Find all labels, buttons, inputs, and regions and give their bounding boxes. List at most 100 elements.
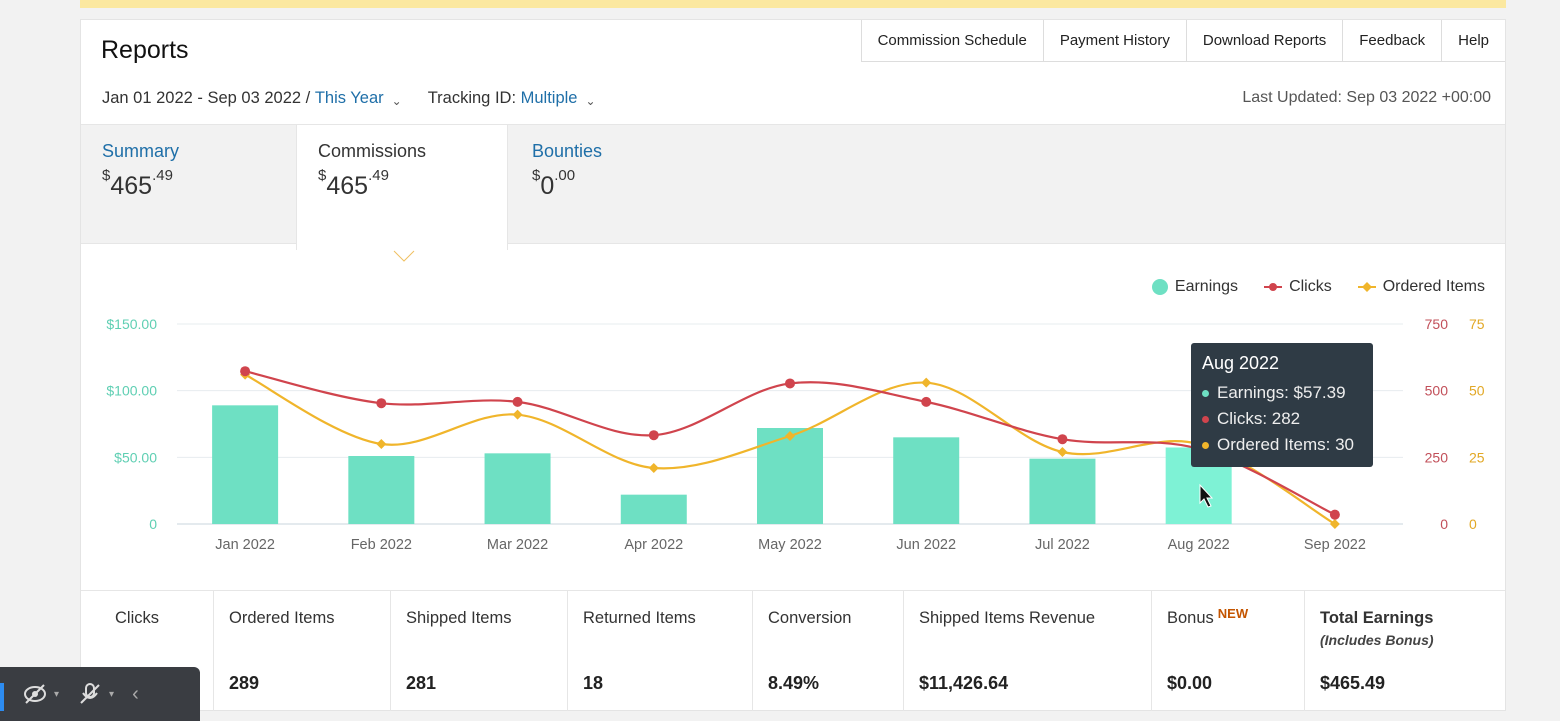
bounties-amount: $0.00 (532, 167, 576, 200)
caret-down-icon[interactable]: ▾ (109, 688, 115, 700)
point-clicks (1057, 434, 1068, 445)
tooltip-clicks: Clicks: 282 (1217, 409, 1301, 428)
mic-off-icon (80, 683, 100, 704)
y-tick-label-right-clicks: 0 (1440, 516, 1448, 532)
chart-legend: Earnings Clicks Ordered Items (1126, 278, 1485, 296)
point-ordered-items (512, 409, 523, 420)
commissions-amount: $465.49 (318, 167, 389, 200)
point-ordered-items (1329, 519, 1340, 529)
tab-summary[interactable]: Summary $465.49 (81, 125, 293, 245)
new-badge: NEW (1217, 606, 1249, 621)
point-clicks (512, 396, 523, 407)
stat-shipped-items: Shipped Items 281 (391, 591, 568, 711)
stat-total-earnings: Total Earnings (Includes Bonus) $465.49 (1320, 609, 1434, 693)
y-tick-label-right-ordered: 25 (1469, 449, 1485, 465)
y-tick-label-left: $100.00 (106, 383, 157, 399)
camera-off-button[interactable]: ▾ (22, 681, 59, 707)
stat-ordered-items: Ordered Items 289 (214, 591, 391, 711)
point-clicks (785, 378, 795, 389)
bar-earnings (757, 428, 823, 524)
x-tick-label: Aug 2022 (1168, 537, 1230, 553)
toolbar-edge (0, 683, 4, 711)
stat-bonus: Bonus NEW $0.00 (1152, 591, 1305, 711)
legend-earnings[interactable]: Earnings (1151, 278, 1238, 296)
x-tick-label: Apr 2022 (624, 537, 683, 553)
notice-bar (80, 0, 1506, 8)
help-link[interactable]: Help (1458, 32, 1489, 49)
x-tick-label: Mar 2022 (487, 537, 548, 553)
y-tick-label-right-clicks: 750 (1425, 316, 1449, 332)
stat-clicks: Clicks (81, 591, 214, 711)
commission-schedule-link[interactable]: Commission Schedule (862, 20, 1044, 61)
bar-earnings (620, 494, 687, 524)
point-clicks (240, 366, 251, 377)
tab-commissions[interactable]: Commissions $465.49 (296, 125, 508, 250)
y-tick-label-right-ordered: 50 (1469, 383, 1485, 399)
stats-row: Clicks Ordered Items 289 Shipped Items 2… (81, 590, 1505, 711)
filter-bar: Jan 01 2022 - Sep 03 2022 / This Year ⌄ … (102, 89, 622, 108)
point-ordered-items (921, 377, 932, 388)
y-tick-label-right-clicks: 250 (1425, 449, 1449, 465)
tab-summary-label: Summary (102, 141, 180, 161)
point-ordered-items (1057, 447, 1068, 457)
reports-panel: Reports Commission Schedule Payment Hist… (80, 19, 1506, 711)
tab-bounties-label: Bounties (532, 141, 603, 161)
clicks-dot-icon (1202, 415, 1209, 423)
date-range: Jan 01 2022 - Sep 03 2022 / (102, 89, 311, 107)
earnings-chart: 0 0 0 $50.00 250 25 $100.00 500 50 $150.00 750 75 Ja… (106, 316, 1485, 553)
bar-earnings (212, 405, 279, 524)
caret-down-icon[interactable]: ▾ (54, 688, 60, 700)
point-ordered-items (376, 439, 387, 449)
x-tick-label: May 2022 (758, 537, 822, 553)
y-tick-label-right-ordered: 0 (1469, 516, 1477, 532)
earnings-dot-icon (1202, 389, 1209, 397)
y-tick-label-left: $150.00 (106, 316, 157, 332)
download-reports-link[interactable]: Download Reports (1187, 20, 1344, 61)
chart-tooltip: Aug 2022 Earnings: $57.39 Clicks: 282 Or… (1191, 343, 1373, 467)
report-nav: Commission Schedule Payment History Down… (860, 20, 1505, 62)
last-updated: Last Updated: Sep 03 2022 +00:00 (1242, 89, 1491, 106)
bar-earnings (893, 437, 960, 524)
x-tick-label: Jul 2022 (1035, 537, 1090, 553)
legend-ordered-items[interactable]: Ordered Items (1357, 278, 1485, 296)
tab-commissions-label: Commissions (318, 141, 427, 161)
payment-history-link[interactable]: Payment History (1044, 20, 1187, 61)
x-tick-label: Jun 2022 (896, 537, 956, 553)
page-title: Reports (101, 36, 189, 64)
mouse-cursor-icon (1199, 483, 1214, 508)
chevron-down-icon[interactable]: ⌄ (585, 93, 596, 108)
tooltip-earnings: Earnings: $57.39 (1217, 383, 1346, 402)
summary-amount: $465.49 (102, 167, 173, 200)
point-ordered-items (785, 431, 795, 441)
ordered-marker-icon (1357, 282, 1376, 292)
bar-earnings (1029, 458, 1096, 524)
x-tick-label: Sep 2022 (1304, 537, 1366, 553)
tooltip-title: Aug 2022 (1202, 353, 1280, 373)
stat-returned-items: Returned Items 18 (568, 591, 753, 711)
ordered-dot-icon (1202, 441, 1209, 449)
point-ordered-items (648, 463, 659, 473)
screen-recorder-toolbar: ▾ ▾ ‹ (0, 667, 200, 721)
y-tick-label-right-clicks: 500 (1425, 383, 1449, 399)
collapse-toolbar-button[interactable]: ‹ (132, 683, 139, 706)
x-tick-label: Feb 2022 (351, 537, 412, 553)
period-dropdown[interactable]: This Year (314, 89, 384, 107)
mic-off-button[interactable]: ▾ (77, 681, 114, 707)
stat-conversion: Conversion 8.49% (753, 591, 904, 711)
point-clicks (1329, 509, 1340, 520)
stat-shipped-revenue: Shipped Items Revenue $11,426.64 (904, 591, 1152, 711)
bar-earnings (484, 453, 551, 524)
y-tick-label-left: 0 (149, 516, 157, 532)
chevron-down-icon[interactable]: ⌄ (391, 93, 402, 108)
metric-tabs: Summary $465.49 Commissions $465.49 Boun… (81, 124, 1505, 250)
tab-bounties[interactable]: Bounties $0.00 (511, 125, 723, 245)
earnings-dot-icon (1151, 279, 1168, 295)
active-tab-pointer (393, 250, 415, 262)
y-tick-label-left: $50.00 (114, 449, 157, 465)
camera-off-icon (24, 684, 46, 704)
feedback-link[interactable]: Feedback (1343, 20, 1443, 61)
legend-clicks[interactable]: Clicks (1264, 278, 1332, 296)
bar-earnings (348, 456, 415, 524)
tracking-dropdown[interactable]: Multiple (520, 89, 578, 107)
clicks-marker-icon (1264, 283, 1283, 291)
